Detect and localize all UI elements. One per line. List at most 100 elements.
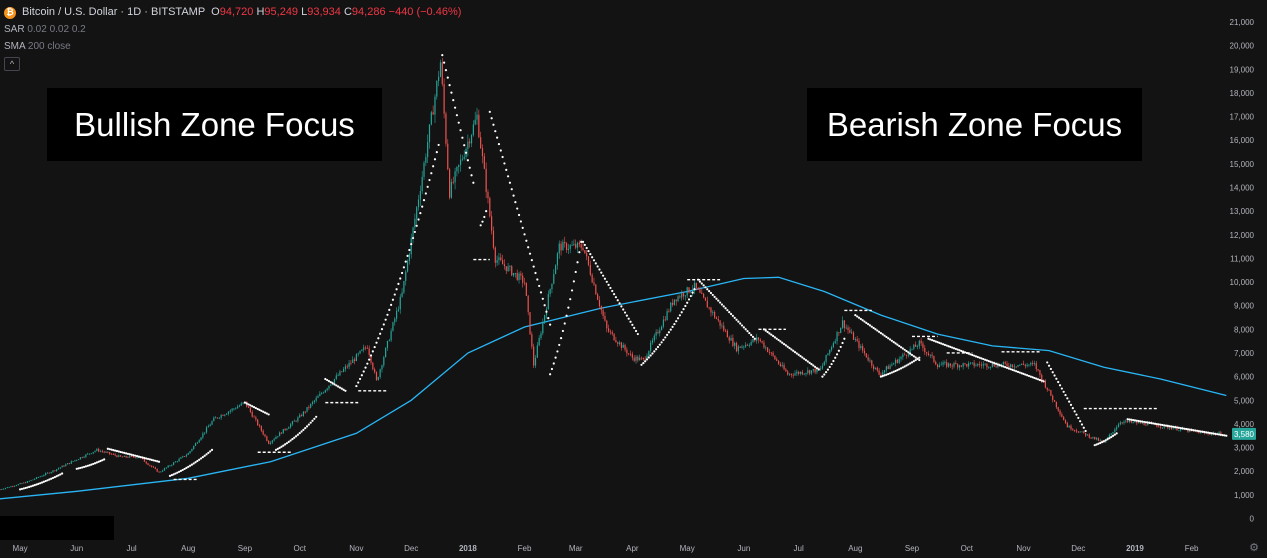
high-value: 95,249 (264, 6, 299, 18)
sar-dot (753, 337, 756, 340)
candle-body (874, 367, 877, 369)
candle-body (947, 363, 950, 367)
x-tick-label: Jul (126, 544, 136, 553)
candle-body (364, 347, 367, 349)
sar-dot (1183, 427, 1186, 430)
gear-icon[interactable]: ⚙ (1249, 542, 1259, 554)
sar-dot (768, 332, 771, 335)
sar-dot (519, 220, 522, 223)
candle-body (754, 339, 756, 341)
sar-dot (468, 166, 471, 169)
sar-dot (549, 373, 552, 376)
candle-body (777, 360, 780, 364)
candle-body (668, 311, 670, 312)
candle-body (41, 475, 43, 477)
sar-dot (263, 411, 267, 414)
candle-body (507, 266, 509, 272)
sar-dot (814, 365, 817, 368)
y-tick-label: 6,000 (1234, 373, 1255, 382)
sar-dot (99, 459, 102, 463)
sar-dot (795, 352, 798, 355)
sar-dot (37, 482, 40, 485)
x-tick-label: Mar (569, 544, 583, 553)
candle-body (110, 453, 113, 455)
sar-dot (1110, 435, 1113, 439)
candle-body (597, 294, 599, 300)
candle-body (505, 266, 507, 272)
sar-dot (894, 342, 897, 345)
candle-body (637, 356, 639, 361)
candle-body (664, 319, 666, 321)
sar-dot (527, 246, 530, 249)
candle-body (1032, 363, 1034, 364)
sar-dot (971, 353, 974, 357)
sar-dot (1188, 428, 1191, 431)
sar-dot (620, 305, 623, 308)
symbol-title[interactable]: Bitcoin / U.S. Dollar · 1D · BITSTAMP (22, 6, 206, 18)
collapse-legend-button[interactable]: ^ (4, 57, 20, 71)
sar-dot (496, 136, 499, 139)
candle-body (408, 254, 410, 262)
sar-dot (302, 428, 305, 431)
y-tick-label: 14,000 (1230, 183, 1255, 192)
candle-body (896, 359, 898, 363)
sar-dot (574, 270, 577, 274)
sar-dot (31, 484, 34, 487)
candle-body (1004, 362, 1006, 364)
candle-body (979, 363, 981, 365)
sar-dot (735, 318, 738, 321)
candle-body (120, 455, 122, 457)
candle-body (1101, 440, 1103, 442)
sar-dot (887, 337, 890, 340)
candle-body (496, 260, 498, 263)
sar-dot (333, 383, 336, 386)
x-tick-label: Sep (238, 544, 253, 553)
candle-body (224, 414, 226, 416)
candle-body (1156, 425, 1158, 427)
sar-dot (892, 340, 895, 344)
candle-body (1159, 426, 1162, 428)
sar-dot (315, 415, 318, 418)
candle-body (1041, 374, 1043, 381)
sar-dot (117, 450, 120, 453)
candle-body (591, 274, 593, 283)
candle-body (995, 366, 997, 368)
y-tick-label: 17,000 (1230, 113, 1255, 122)
sar-dot (42, 480, 45, 483)
sma-indicator-row[interactable]: SMA 200 close (4, 39, 461, 54)
sar-dot (678, 314, 681, 317)
sar-dot (958, 349, 961, 352)
parabolic-sar-dots (19, 53, 1228, 491)
sar-dot (676, 317, 680, 320)
candle-body (134, 457, 136, 458)
x-tick-label: 2018 (459, 544, 477, 553)
sar-dot (1159, 423, 1162, 426)
sar-dot (558, 343, 561, 347)
candle-body (873, 365, 875, 369)
sar-dot (28, 485, 31, 488)
sar-dot (949, 345, 952, 348)
candle-body (1006, 363, 1008, 366)
sar-indicator-row[interactable]: SAR 0.02 0.02 0.2 (4, 22, 461, 37)
sar-dot (249, 404, 252, 407)
candle-body (949, 363, 951, 366)
candle-body (900, 356, 902, 359)
candle-body (366, 347, 368, 349)
candle-body (553, 274, 555, 284)
candle-body (395, 310, 398, 319)
sar-dot (404, 260, 407, 263)
sar-dot (823, 373, 826, 376)
sar-dot (61, 472, 64, 475)
sar-dot (1170, 425, 1173, 428)
candle-body (242, 402, 244, 404)
sar-dot (581, 240, 585, 243)
candle-body (876, 367, 878, 371)
sar-dot (996, 363, 999, 366)
sar-dot (84, 465, 87, 468)
candle-body (386, 340, 389, 348)
sar-dot (715, 297, 718, 300)
candle-body (695, 282, 697, 288)
sar-dot (265, 412, 268, 415)
sar-dot (391, 298, 395, 301)
